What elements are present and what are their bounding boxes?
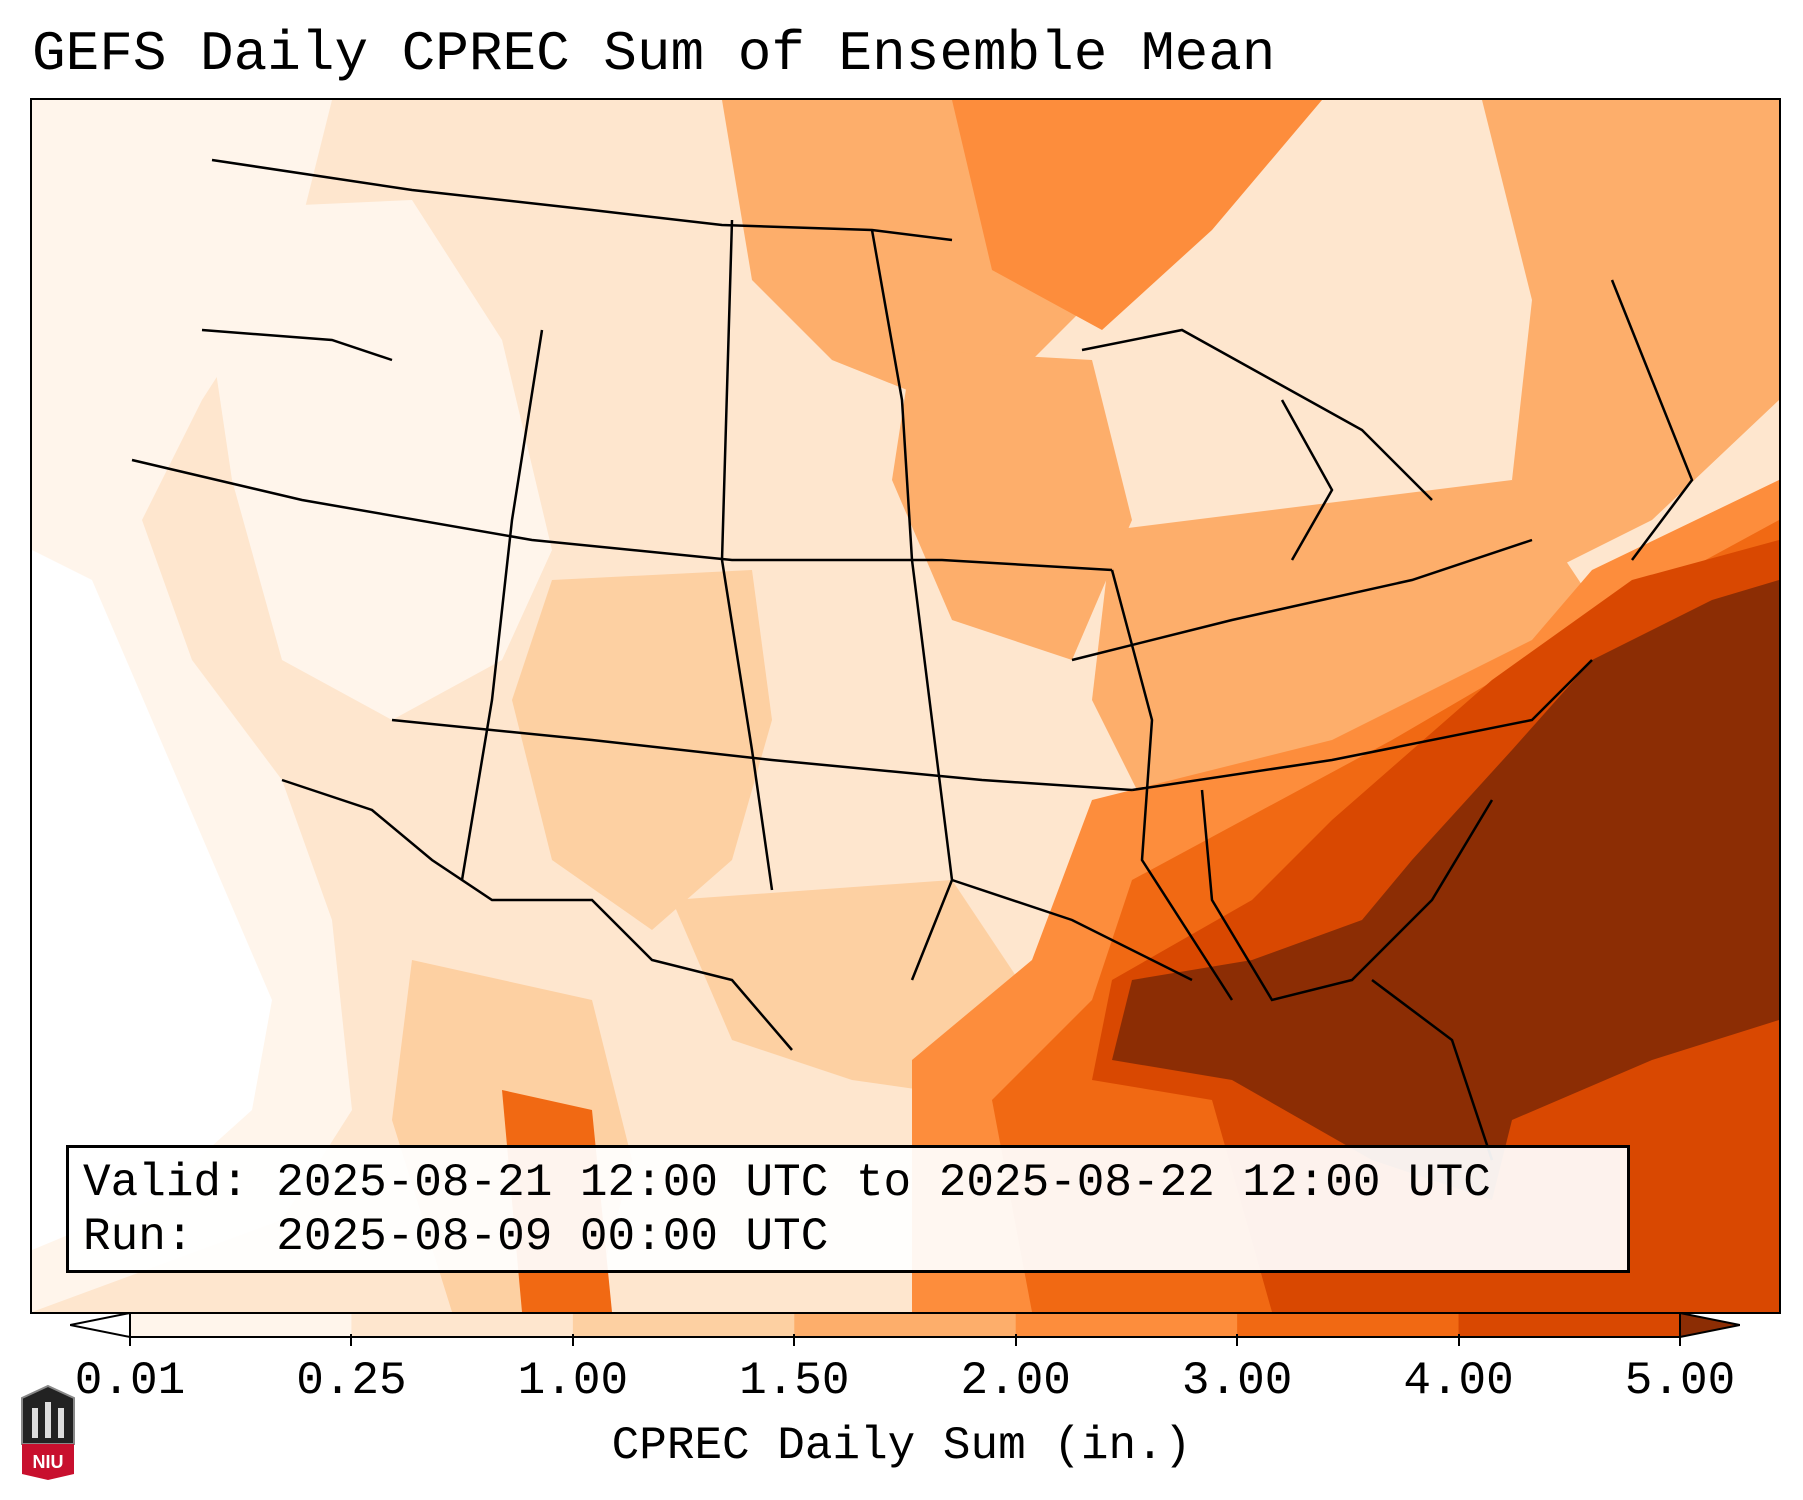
precip-region-northeast (1482, 100, 1779, 570)
valid-label: Valid: (83, 1157, 249, 1209)
colorbar-tick-label: 1.00 (517, 1355, 629, 1407)
colorbar-outline (129, 1312, 1681, 1338)
precip-region-pacific-dry (32, 550, 272, 1250)
colorbar-tick-label: 0.01 (74, 1355, 186, 1407)
precip-region-max (1112, 580, 1779, 1200)
precipitation-map (30, 98, 1781, 1314)
run-time-text: 2025-08-09 00:00 UTC (276, 1211, 829, 1263)
colorbar-tick (571, 1334, 574, 1346)
map-title: GEFS Daily CPREC Sum of Ensemble Mean (32, 22, 1276, 86)
colorbar-under-extension (70, 1312, 131, 1338)
colorbar-bin (794, 1313, 1017, 1337)
colorbar-tick (1457, 1334, 1460, 1346)
colorbar-tick (793, 1334, 796, 1346)
run-time-line: Run: 2025-08-09 00:00 UTC (83, 1210, 1613, 1264)
colorbar-bin (130, 1313, 352, 1337)
colorbar-bin (572, 1313, 795, 1337)
colorbar-bin (1458, 1313, 1681, 1337)
precip-region-ohio-valley (1092, 480, 1592, 820)
colorbar-tick (1236, 1334, 1239, 1346)
colorbar-tick (1679, 1334, 1681, 1346)
precip-region-northwest (192, 200, 552, 720)
state-boundaries (131, 158, 1694, 1161)
run-label: Run: (83, 1211, 194, 1263)
colorbar-tick-label: 4.00 (1403, 1355, 1514, 1407)
precip-region-upper-midwest (952, 100, 1322, 330)
colorbar-bin (351, 1313, 574, 1337)
colorbar-tick (1014, 1334, 1017, 1346)
colorbar-tick (350, 1334, 353, 1346)
niu-logo-icon: NIU (21, 1384, 75, 1480)
colorbar-tick-label: 0.25 (296, 1355, 407, 1407)
colorbar-tick-label: 5.00 (1624, 1355, 1736, 1407)
colorbar (70, 1312, 1740, 1338)
colorbar-tick-label: 1.50 (739, 1355, 850, 1407)
valid-time-line: Valid: 2025-08-21 12:00 UTC to 2025-08-2… (83, 1156, 1613, 1210)
valid-time-text: 2025-08-21 12:00 UTC to 2025-08-22 12:00… (276, 1157, 1491, 1209)
colorbar-bin (1237, 1313, 1460, 1337)
colorbar-bin (1015, 1313, 1238, 1337)
logo-red-banner (22, 1444, 74, 1480)
colorbar-tick (129, 1334, 131, 1346)
colorbar-tick-label: 3.00 (1181, 1355, 1293, 1407)
colorbar-label: CPREC Daily Sum (in.) (611, 1420, 1192, 1472)
colorbar-over-extension (1679, 1312, 1740, 1338)
run-info-box: Valid: 2025-08-21 12:00 UTC to 2025-08-2… (66, 1145, 1630, 1273)
precip-region-iowa (892, 350, 1132, 660)
precip-region-rockies (512, 570, 772, 930)
colorbar-tick-label: 2.00 (960, 1355, 1071, 1407)
logo-text: NIU (33, 1452, 64, 1472)
